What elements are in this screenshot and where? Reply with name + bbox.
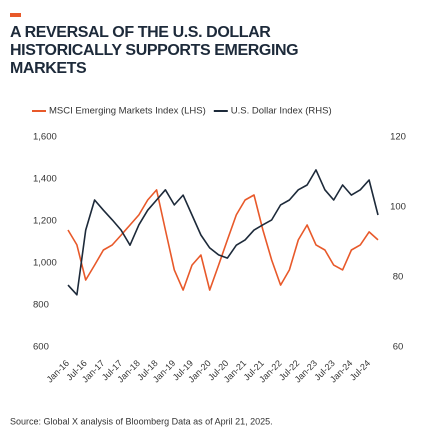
y2-tick-label: 100	[390, 202, 406, 213]
y-tick-label: 1,400	[33, 174, 57, 185]
chart-title: A REVERSAL OF THE U.S. DOLLAR HISTORICAL…	[10, 24, 299, 77]
source: Source: Global X analysis of Bloomberg D…	[10, 416, 273, 426]
y2-tick-label: 60	[393, 342, 404, 353]
legend-label: MSCI Emerging Markets Index (LHS)	[49, 106, 206, 117]
legend-label: U.S. Dollar Index (RHS)	[231, 106, 332, 117]
y2-tick-label: 120	[390, 132, 406, 143]
y2-tick-label: 80	[393, 272, 404, 283]
series-line	[67, 189, 379, 291]
series-line	[67, 169, 379, 296]
x-tick-label: Jul-24	[348, 358, 372, 382]
y-tick-label: 800	[33, 300, 49, 311]
y-tick-label: 1,000	[33, 258, 57, 269]
y-tick-label: 600	[33, 342, 49, 353]
y-tick-label: 1,600	[33, 132, 57, 143]
accent-bar	[10, 13, 21, 17]
y-tick-label: 1,200	[33, 216, 57, 227]
